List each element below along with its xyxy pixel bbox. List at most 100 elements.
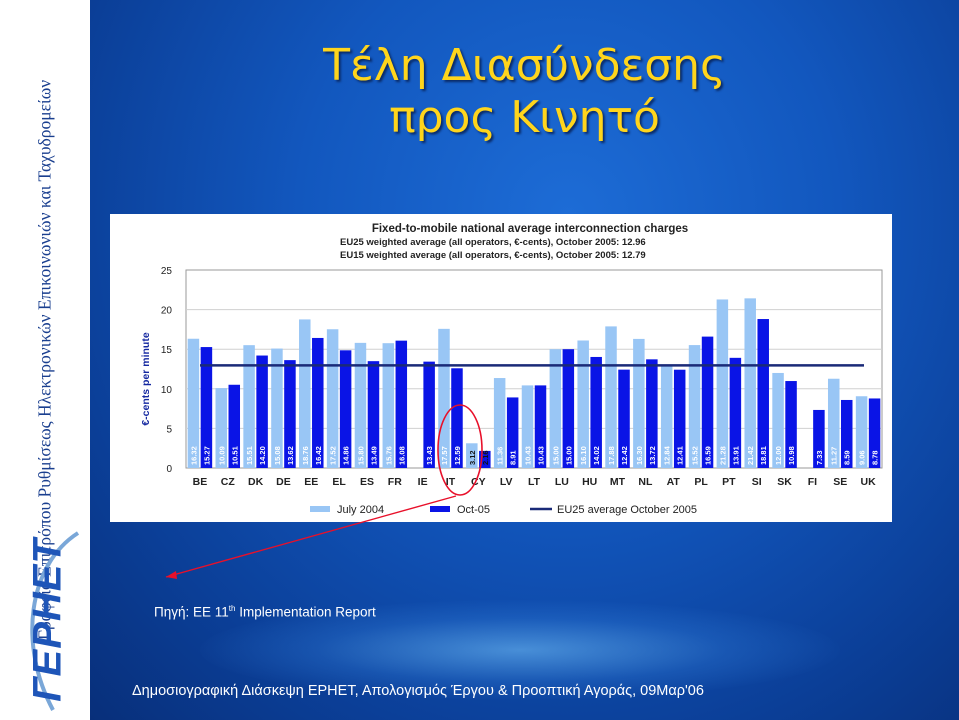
legend-label: EU25 average October 2005 <box>557 504 697 516</box>
y-tick-label: 0 <box>166 464 172 475</box>
x-category-label: MT <box>610 476 626 488</box>
x-category-label: IT <box>446 476 456 488</box>
x-category-label: SK <box>777 476 792 488</box>
bar-july-2004 <box>521 385 534 468</box>
y-tick-label: 10 <box>161 385 173 396</box>
bar-value-label: 16.30 <box>635 446 644 465</box>
bar-oct-05 <box>200 347 213 468</box>
y-tick-label: 20 <box>161 306 173 317</box>
bar-value-label: 3.12 <box>468 450 477 465</box>
bar-oct-05 <box>868 398 881 468</box>
legend-swatch <box>310 506 330 512</box>
bar-value-label: 15.00 <box>564 446 573 465</box>
x-category-label: FR <box>388 476 402 488</box>
bar-value-label: 15.27 <box>202 446 211 465</box>
bar-value-label: 16.59 <box>704 446 713 465</box>
x-category-label: NL <box>638 476 653 488</box>
bar-july-2004 <box>716 299 729 468</box>
bar-value-label: 15.00 <box>551 446 560 465</box>
slide: Τέλη Διασύνδεσης προς Κινητό Fixed-to-mo… <box>90 0 959 720</box>
bar-oct-05 <box>479 450 491 468</box>
chart-subtitle-eu25: EU25 weighted average (all operators, €-… <box>340 237 646 248</box>
bar-oct-05 <box>701 336 714 468</box>
bar-july-2004 <box>744 298 756 468</box>
bar-value-label: 11.36 <box>496 447 505 465</box>
bar-oct-05 <box>646 359 658 468</box>
bar-oct-05 <box>228 384 241 468</box>
bar-value-label: 12.84 <box>663 445 672 465</box>
decorative-glow <box>200 600 840 700</box>
x-category-label: HU <box>582 476 597 488</box>
x-category-label: EL <box>332 476 346 488</box>
bar-july-2004 <box>855 396 868 468</box>
bar-value-label: 8.78 <box>871 450 880 465</box>
bar-oct-05 <box>506 397 519 468</box>
bar-chart: Fixed-to-mobile national average interco… <box>140 223 883 516</box>
bar-oct-05 <box>618 369 630 468</box>
bar-value-label: 15.08 <box>273 446 282 465</box>
logo-text: ΓΕΡΗΕΤ <box>25 538 70 702</box>
bar-value-label: 17.52 <box>329 446 338 465</box>
bar-july-2004 <box>438 328 450 468</box>
x-category-label: UK <box>860 476 876 488</box>
x-category-label: PL <box>694 476 708 488</box>
x-category-label: EE <box>304 476 318 488</box>
bar-value-label: 16.42 <box>314 446 323 465</box>
y-axis-label: €-cents per minute <box>140 332 152 426</box>
bar-oct-05 <box>729 357 742 468</box>
bar-value-label: 14.02 <box>592 446 601 465</box>
bar-oct-05 <box>562 349 575 468</box>
bar-oct-05 <box>534 385 547 468</box>
bar-oct-05 <box>284 360 296 468</box>
bar-value-label: 16.08 <box>397 446 406 465</box>
logo-swoosh-icon <box>30 531 80 711</box>
bar-value-label: 15.51 <box>245 446 254 465</box>
bar-oct-05 <box>312 337 324 468</box>
y-tick-label: 25 <box>161 266 173 277</box>
bar-value-label: 18.76 <box>301 446 310 465</box>
bar-value-label: 17.57 <box>440 446 449 465</box>
bar-oct-05 <box>813 409 825 468</box>
x-category-label: FI <box>808 476 817 488</box>
x-category-label: LV <box>500 476 513 488</box>
bar-value-label: 12.59 <box>453 446 462 465</box>
bar-oct-05 <box>785 381 797 468</box>
bar-value-label: 10.09 <box>217 446 226 465</box>
bar-value-label: 11.27 <box>830 447 839 465</box>
bar-oct-05 <box>757 319 769 468</box>
bar-value-label: 21.28 <box>718 446 727 465</box>
logo: ΓΕΡΗΕΤ <box>8 525 88 715</box>
bar-july-2004 <box>271 348 283 468</box>
bar-value-label: 12.00 <box>774 446 783 465</box>
chart-panel: Fixed-to-mobile national average interco… <box>110 214 892 522</box>
bar-value-label: 16.10 <box>579 446 588 465</box>
bar-july-2004 <box>688 345 701 468</box>
bar-value-label: 13.91 <box>731 446 740 465</box>
bar-july-2004 <box>827 378 840 468</box>
bar-july-2004 <box>605 326 617 468</box>
x-category-label: BE <box>193 476 208 488</box>
bar-value-label: 7.33 <box>815 450 824 465</box>
x-category-label: PT <box>722 476 736 488</box>
arrow-head-icon <box>166 571 177 579</box>
bar-value-label: 10.98 <box>787 446 796 465</box>
legend-label: Oct-05 <box>457 504 490 516</box>
bar-value-label: 10.43 <box>524 446 533 465</box>
bar-oct-05 <box>673 369 686 468</box>
x-category-label: LT <box>528 476 541 488</box>
bar-july-2004 <box>549 349 562 468</box>
bar-value-label: 10.51 <box>230 446 239 465</box>
sidebar: Γραφείο Επιτρόπου Ρυθμίσεως Ηλεκτρονικών… <box>0 0 90 720</box>
bar-oct-05 <box>339 350 352 468</box>
bar-value-label: 13.43 <box>425 446 434 465</box>
x-category-label: SE <box>833 476 847 488</box>
plot-area: 0 5 10 15 20 25 16.32 15.27 BE 10.09 10.51 CZ 15.51 1… <box>161 266 883 488</box>
bar-july-2004 <box>243 345 255 468</box>
chart-subtitle-eu15: EU15 weighted average (all operators, €-… <box>340 250 646 261</box>
bar-value-label: 14.20 <box>258 446 267 465</box>
x-category-label: ES <box>360 476 374 488</box>
source-superscript: th <box>228 604 236 613</box>
chart-title: Fixed-to-mobile national average interco… <box>372 223 688 235</box>
x-category-label: SI <box>752 476 762 488</box>
bar-value-label: 21.42 <box>746 446 755 465</box>
